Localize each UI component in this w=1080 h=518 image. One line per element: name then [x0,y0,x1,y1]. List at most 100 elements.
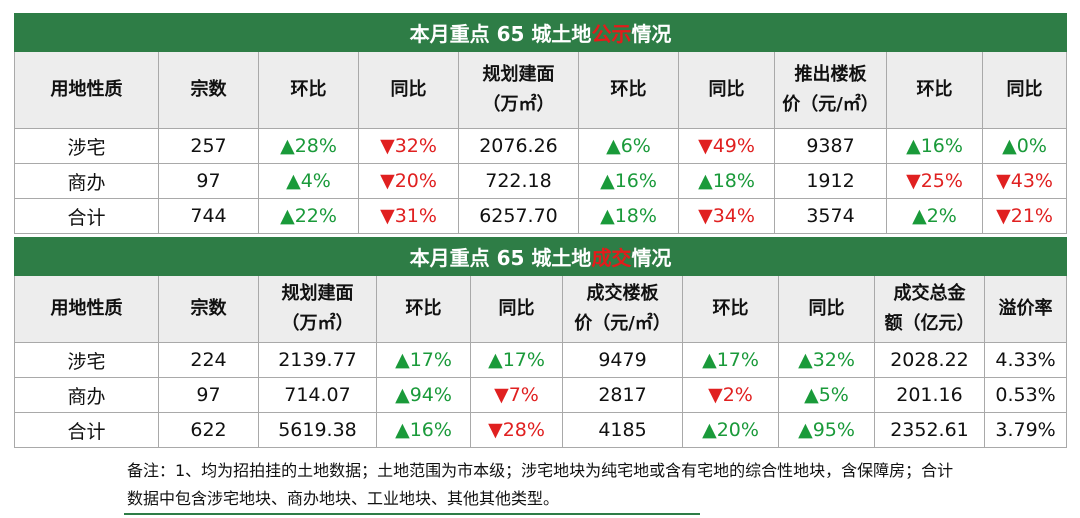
table-cell: 201.16 [874,377,985,413]
column-header: 溢价率 [983,275,1068,343]
column-header: 同比 [981,51,1068,129]
table-cell: ▲32% [778,342,875,378]
table-cell: 2352.61 [874,412,985,448]
table-cell: ▲5% [778,377,875,413]
table-cell: 0.53% [983,377,1068,413]
table-cell: ▲28% [258,128,359,164]
table-cell: ▲0% [981,128,1068,164]
column-header: 成交楼板 价（元/㎡） [562,275,683,343]
title-suffix: 情况 [631,246,672,270]
footnote-underline [124,513,700,515]
table-cell: ▲16% [886,128,983,164]
table-cell: 744 [158,198,259,234]
table-row: 商办 97 ▲4% ▼20% 722.18 ▲16% ▲18% 1912 ▼25% ▼43% [14,163,1068,199]
row-label-cell: 商办 [14,377,159,413]
table-cell: ▲16% [578,163,679,199]
table-cell: ▲22% [258,198,359,234]
table-row: 涉宅 224 2139.77 ▲17% ▲17% 9479 ▲17% ▲32% 2028.22 4… [14,342,1068,378]
column-header: 同比 [678,51,775,129]
table-row: 涉宅 257 ▲28% ▼32% 2076.26 ▲6% ▼49% 9387 ▲16% ▲0% [14,128,1068,164]
table-cell: ▼2% [682,377,779,413]
column-header: 同比 [778,275,875,343]
title-highlight: 公示 [591,22,632,46]
table-cell: 9387 [774,128,887,164]
table-cell: ▼43% [981,163,1068,199]
column-header: 环比 [258,51,359,129]
table-cell: ▼49% [678,128,775,164]
table-cell: 97 [158,163,259,199]
table-cell: ▼32% [358,128,459,164]
table-cell: 9479 [562,342,683,378]
column-header: 规划建面 （万㎡） [458,51,579,129]
table-cell: 1912 [774,163,887,199]
row-label-cell: 涉宅 [14,128,159,164]
publicity-title: 本月重点 65 城土地公示情况 [13,13,1068,52]
table-cell: ▼31% [358,198,459,234]
row-label-cell: 涉宅 [14,342,159,378]
table-cell: ▲18% [578,198,679,234]
column-header: 环比 [886,51,983,129]
column-header: 同比 [470,275,563,343]
table-cell: 3574 [774,198,887,234]
publicity-header-row: 用地性质 宗数 环比 同比 规划建面 （万㎡） 环比 同比 推出楼板 价（元/㎡） 环比 同比 [14,51,1068,129]
table-cell: 97 [158,377,259,413]
column-header: 规划建面 （万㎡） [258,275,377,343]
table-cell: ▼25% [886,163,983,199]
report-container: 本月重点 65 城土地公示情况 用地性质 宗数 环比 同比 规划建面 （万㎡） 环比 同比推… [13,13,1068,448]
table-cell: 2076.26 [458,128,579,164]
table-cell: 722.18 [458,163,579,199]
title-text: 本月重点 65 城土地 [409,246,592,270]
column-header: 成交总金 额（亿元） [874,275,985,343]
table-cell: ▲17% [682,342,779,378]
table-cell: ▲2% [886,198,983,234]
footnote: 备注：1、均为招拍挂的土地数据；土地范围为市本级；涉宅地块为纯宅地或含有宅地的综… [127,461,954,508]
table-cell: ▼21% [981,198,1068,234]
transaction-title-row: 本月重点 65 城土地成交情况 [13,237,1068,276]
column-header: 环比 [682,275,779,343]
table-cell: ▲4% [258,163,359,199]
table-cell: 4.33% [983,342,1068,378]
column-header: 同比 [358,51,459,129]
transaction-body: 涉宅 224 2139.77 ▲17% ▲17% 9479 ▲17% ▲32% 2028.22 4… [14,342,1068,448]
title-suffix: 情况 [631,22,672,46]
table-cell: 6257.70 [458,198,579,234]
row-label-cell: 合计 [14,412,159,448]
table-cell: 2139.77 [258,342,377,378]
table-cell: ▲18% [678,163,775,199]
table-cell: ▲95% [778,412,875,448]
column-header: 宗数 [158,275,259,343]
transaction-title: 本月重点 65 城土地成交情况 [13,237,1068,276]
transaction-header-row: 用地性质 宗数 规划建面 （万㎡） 环比 同比 成交楼板 价（元/㎡） 环比 同比 成交总金 额… [14,275,1068,343]
table-cell: 714.07 [258,377,377,413]
table-cell: ▼34% [678,198,775,234]
table-cell: 2028.22 [874,342,985,378]
table-cell: ▲17% [470,342,563,378]
publicity-table: 本月重点 65 城土地公示情况 用地性质 宗数 环比 同比 规划建面 （万㎡） 环比 同比推… [13,13,1068,234]
table-cell: 4185 [562,412,683,448]
column-header: 推出楼板 价（元/㎡） [774,51,887,129]
column-header: 宗数 [158,51,259,129]
column-header: 环比 [578,51,679,129]
table-cell: ▲94% [376,377,471,413]
column-header: 用地性质 [14,275,159,343]
table-cell: ▲16% [376,412,471,448]
publicity-body: 涉宅 257 ▲28% ▼32% 2076.26 ▲6% ▼49% 9387 ▲16% ▲0% 商办… [14,128,1068,234]
column-header: 环比 [376,275,471,343]
row-label-cell: 商办 [14,163,159,199]
table-cell: ▼28% [470,412,563,448]
table-cell: 257 [158,128,259,164]
table-cell: 3.79% [983,412,1068,448]
title-text: 本月重点 65 城土地 [409,22,592,46]
table-cell: 224 [158,342,259,378]
table-cell: ▲20% [682,412,779,448]
table-cell: ▼20% [358,163,459,199]
transaction-table: 本月重点 65 城土地成交情况 用地性质 宗数 规划建面 （万㎡） 环比 同比 成交楼板 … [13,237,1068,448]
table-cell: ▼7% [470,377,563,413]
table-cell: ▲6% [578,128,679,164]
table-cell: 5619.38 [258,412,377,448]
table-row: 商办 97 714.07 ▲94% ▼7% 2817 ▼2% ▲5% 201.16 0.53% [14,377,1068,413]
table-row: 合计 744 ▲22% ▼31% 6257.70 ▲18% ▼34% 3574 ▲2% ▼21% [14,198,1068,234]
publicity-title-row: 本月重点 65 城土地公示情况 [13,13,1068,52]
table-cell: 2817 [562,377,683,413]
table-row: 合计 622 5619.38 ▲16% ▼28% 4185 ▲20% ▲95% 2352.61 3… [14,412,1068,448]
